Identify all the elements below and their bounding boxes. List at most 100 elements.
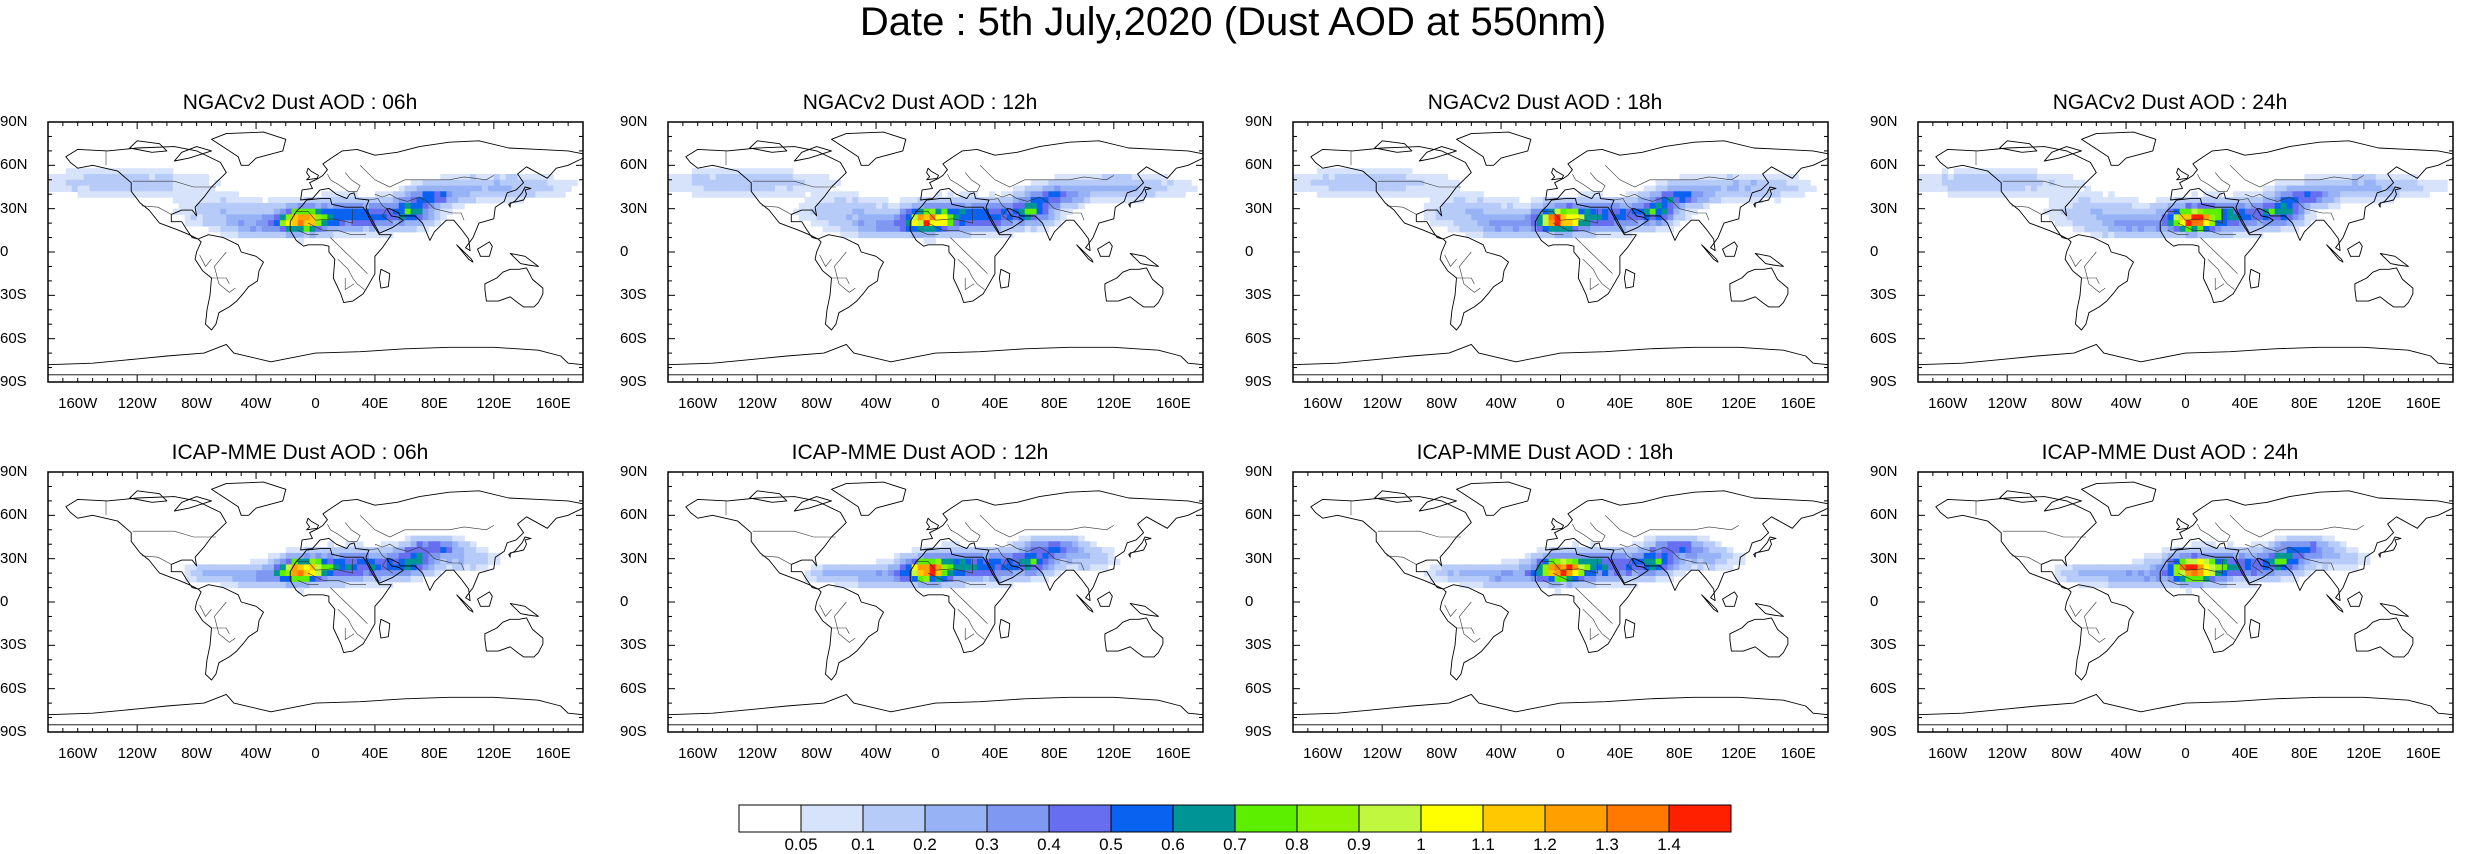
lon-tick-label: 40W — [860, 395, 892, 412]
lat-tick-label: 90N — [620, 463, 648, 480]
colorbar-label: 0.2 — [913, 835, 937, 854]
lon-tick-label: 80E — [1041, 745, 1068, 762]
lat-tick-label: 90S — [0, 723, 27, 740]
lat-tick-label: 0 — [620, 243, 629, 260]
dust-aod-field — [668, 168, 1198, 244]
lat-tick-label: 60S — [1870, 679, 1897, 697]
lat-tick-label: 30S — [1245, 286, 1272, 304]
colorbar-swatch — [862, 804, 926, 833]
map-panel: ICAP-MME Dust AOD : 18h 90N 60N 30N 0 30S 60S 9… — [1245, 440, 1845, 780]
lon-tick-label: 80E — [1666, 745, 1693, 762]
lon-tick-label: 40E — [981, 395, 1009, 412]
axis-ticks — [667, 471, 1204, 733]
lat-tick-label: 90N — [1245, 113, 1273, 130]
lon-tick-label: 120W — [1987, 395, 2027, 412]
colorbar-swatch — [1482, 804, 1546, 833]
lon-tick-label: 80E — [1666, 395, 1693, 412]
axis-ticks — [1917, 121, 2454, 383]
map-plot — [1917, 121, 2454, 383]
coastlines — [47, 481, 584, 726]
lat-tick-label: 90S — [0, 373, 27, 390]
lon-tick-label: 80W — [1426, 395, 1458, 412]
lon-tick-label: 120E — [2346, 745, 2382, 762]
colorbar-label: 0.05 — [784, 835, 818, 854]
lon-tick-label: 0 — [2181, 395, 2190, 412]
lon-tick-label: 160E — [2405, 395, 2441, 412]
lat-tick-label: 90S — [1245, 723, 1272, 740]
map-plot — [1292, 471, 1829, 733]
lon-tick-label: 0 — [311, 745, 320, 762]
lon-tick-label: 120E — [476, 395, 512, 412]
country-borders — [725, 500, 1114, 643]
country-borders — [1975, 500, 2364, 643]
lat-tick-label: 0 — [1870, 243, 1879, 260]
lat-tick-label: 60S — [0, 329, 27, 347]
lon-tick-label: 0 — [931, 395, 940, 412]
country-borders — [1975, 150, 2364, 293]
map-frame — [667, 121, 1204, 383]
lon-tick-label: 120W — [737, 395, 777, 412]
map-plot — [47, 121, 584, 383]
lat-tick-label: 30N — [1245, 199, 1273, 217]
lon-tick-label: 160E — [1155, 745, 1191, 762]
colorbar-swatch — [1358, 804, 1422, 833]
panel-title: NGACv2 Dust AOD : 12h — [802, 91, 1038, 114]
lat-tick-label: 30N — [0, 549, 28, 567]
colorbar-label: 1.3 — [1595, 835, 1619, 854]
coastlines — [1917, 481, 2454, 726]
lon-tick-label: 80W — [181, 395, 213, 412]
lat-tick-label: 90N — [1870, 463, 1898, 480]
axis-ticks — [47, 121, 584, 383]
coastlines — [1292, 131, 1829, 376]
lon-tick-label: 160E — [535, 745, 571, 762]
lat-tick-label: 60S — [1245, 329, 1272, 347]
lat-tick-label: 60N — [620, 156, 648, 174]
lon-tick-label: 80E — [421, 745, 448, 762]
lon-tick-label: 80W — [801, 745, 833, 762]
lon-tick-label: 160E — [1780, 395, 1816, 412]
lat-tick-label: 30S — [1870, 286, 1897, 304]
lon-tick-label: 160W — [1928, 395, 1968, 412]
lon-tick-label: 120W — [117, 745, 157, 762]
colorbar-label: 0.4 — [1037, 835, 1061, 854]
lon-tick-label: 160W — [678, 745, 718, 762]
colorbar-swatch — [1110, 804, 1174, 833]
country-borders — [1350, 500, 1739, 643]
lon-tick-label: 40W — [240, 745, 272, 762]
lat-tick-label: 30S — [0, 636, 27, 654]
colorbar-swatch — [1420, 804, 1484, 833]
map-frame — [1917, 471, 2454, 733]
panel-title: NGACv2 Dust AOD : 24h — [2052, 91, 2288, 114]
dust-aod-field — [804, 535, 1121, 589]
lat-tick-label: 30N — [1870, 549, 1898, 567]
lon-tick-label: 40W — [2110, 745, 2142, 762]
axis-ticks — [1292, 471, 1829, 733]
lon-tick-label: 0 — [931, 745, 940, 762]
lat-tick-label: 60S — [1245, 679, 1272, 697]
lat-tick-label: 0 — [1245, 593, 1254, 610]
colorbar-swatch — [924, 804, 988, 833]
colorbar-label: 0.1 — [851, 835, 875, 854]
lon-tick-label: 120W — [117, 395, 157, 412]
lon-tick-label: 160W — [58, 745, 98, 762]
panel-title: NGACv2 Dust AOD : 18h — [1427, 91, 1663, 114]
lon-tick-label: 80E — [1041, 395, 1068, 412]
lon-tick-label: 80E — [2291, 395, 2318, 412]
lat-tick-label: 0 — [0, 593, 9, 610]
panel-title: ICAP-MME Dust AOD : 18h — [1416, 441, 1674, 464]
colorbar-label: 1.1 — [1471, 835, 1495, 854]
lat-tick-label: 90N — [1870, 113, 1898, 130]
lat-tick-label: 90S — [1870, 373, 1897, 390]
colorbar-swatch — [1172, 804, 1236, 833]
lon-tick-label: 40E — [1606, 395, 1634, 412]
lat-tick-label: 60N — [1870, 156, 1898, 174]
colorbar-swatch — [800, 804, 864, 833]
lon-tick-label: 40W — [860, 745, 892, 762]
lon-tick-label: 80W — [801, 395, 833, 412]
map-frame — [1292, 121, 1829, 383]
map-plot — [1917, 471, 2454, 733]
map-frame — [667, 471, 1204, 733]
map-plot — [667, 121, 1204, 383]
map-panel: NGACv2 Dust AOD : 18h 90N 60N 30N 0 30S 60S 90S… — [1245, 90, 1845, 430]
lat-tick-label: 90N — [0, 113, 28, 130]
